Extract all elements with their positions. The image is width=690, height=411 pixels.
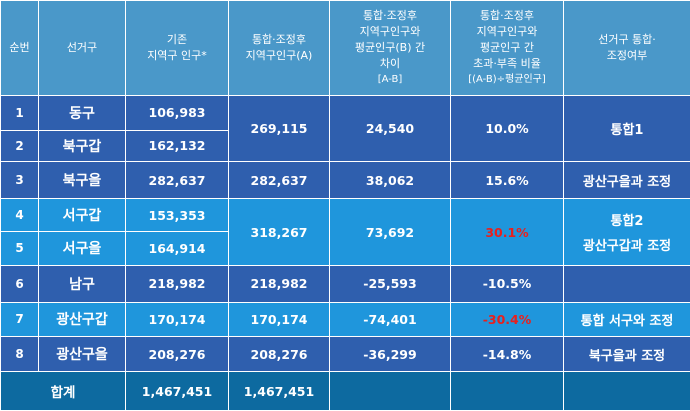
change-status: 통합1: [563, 95, 690, 162]
row-no: 4: [0, 198, 39, 232]
header-no: 순번: [0, 0, 39, 97]
merged-pop: 269,115: [228, 95, 330, 162]
district-name: 서구을: [38, 230, 126, 267]
existing-pop: 164,914: [125, 230, 229, 267]
change-status: 북구을과 조정: [563, 336, 690, 373]
table-row: 5 서구을 164,914: [0, 230, 690, 267]
change-status: 통합2 광산구갑과 조정: [563, 198, 690, 267]
existing-pop: 153,353: [125, 198, 229, 232]
total-blank-cell: [563, 371, 690, 411]
diff-ratio: 10.0%: [450, 95, 564, 162]
merged-pop: 282,637: [228, 160, 330, 200]
row-no: 2: [0, 129, 39, 162]
row-no: 3: [0, 160, 39, 200]
merged-pop: 170,174: [228, 301, 330, 338]
pop-diff: -25,593: [329, 265, 451, 303]
diff-ratio: 15.6%: [450, 160, 564, 200]
total-label: 합계: [0, 371, 126, 411]
district-name: 북구을: [38, 160, 126, 200]
table-row: 3 북구을 282,637 282,637 38,062 15.6% 광산구을과…: [0, 160, 690, 200]
row-no: 7: [0, 301, 39, 338]
table-row: 6 남구 218,982 218,982 -25,593 -10.5%: [0, 265, 690, 303]
merged-pop: 208,276: [228, 336, 330, 373]
pop-diff: 73,692: [329, 198, 451, 267]
row-no: 1: [0, 95, 39, 131]
change-status: 광산구을과 조정: [563, 160, 690, 200]
change-status: [563, 265, 690, 303]
header-change: 선거구 통합· 조정여부: [563, 0, 690, 97]
existing-pop: 208,276: [125, 336, 229, 373]
diff-ratio: -30.4%: [450, 301, 564, 338]
total-blank-cell: [450, 371, 564, 411]
pop-diff: 38,062: [329, 160, 451, 200]
table-row: 8 광산구을 208,276 208,276 -36,299 -14.8% 북구…: [0, 336, 690, 373]
total-row: 합계 1,467,451 1,467,451: [0, 371, 690, 411]
table-row: 1 동구 106,983 269,115 24,540 10.0% 통합1: [0, 95, 690, 162]
existing-pop: 170,174: [125, 301, 229, 338]
header-district: 선거구: [38, 0, 126, 97]
row-no: 8: [0, 336, 39, 373]
total-existing-pop: 1,467,451: [125, 371, 229, 411]
district-name: 서구갑: [38, 198, 126, 232]
pop-diff: 24,540: [329, 95, 451, 162]
district-name: 광산구갑: [38, 301, 126, 338]
pop-diff: -36,299: [329, 336, 451, 373]
header-merged: 통합·조정후 지역구인구(A): [228, 0, 330, 97]
diff-ratio: 30.1%: [450, 198, 564, 267]
total-merged-pop: 1,467,451: [228, 371, 330, 411]
row-no: 5: [0, 230, 39, 267]
district-name: 광산구을: [38, 336, 126, 373]
merged-pop: 218,982: [228, 265, 330, 303]
table-row: 2 북구갑 162,132: [0, 129, 690, 162]
table-row: 4 서구갑 153,353 318,267 73,692 30.1% 통합2 광…: [0, 198, 690, 267]
pop-diff: -74,401: [329, 301, 451, 338]
header-diff: 통합·조정후 지역구인구와 평균인구(B) 간 차이 [A-B]: [329, 0, 451, 97]
change-status: 통합 서구와 조정: [563, 301, 690, 338]
existing-pop: 106,983: [125, 95, 229, 131]
diff-ratio: -10.5%: [450, 265, 564, 303]
district-name: 북구갑: [38, 129, 126, 162]
header-ratio: 통합·조정후 지역구인구와 평균인구 간 초과·부족 비율 [(A-B)÷평균인구]: [450, 0, 564, 97]
existing-pop: 218,982: [125, 265, 229, 303]
district-name: 동구: [38, 95, 126, 131]
district-name: 남구: [38, 265, 126, 303]
existing-pop: 282,637: [125, 160, 229, 200]
diff-ratio: -14.8%: [450, 336, 564, 373]
total-blank-cell: [329, 371, 451, 411]
merged-pop: 318,267: [228, 198, 330, 267]
header-pop: 기존 지역구 인구*: [125, 0, 229, 97]
table-row: 7 광산구갑 170,174 170,174 -74,401 -30.4% 통합…: [0, 301, 690, 338]
row-no: 6: [0, 265, 39, 303]
existing-pop: 162,132: [125, 129, 229, 162]
